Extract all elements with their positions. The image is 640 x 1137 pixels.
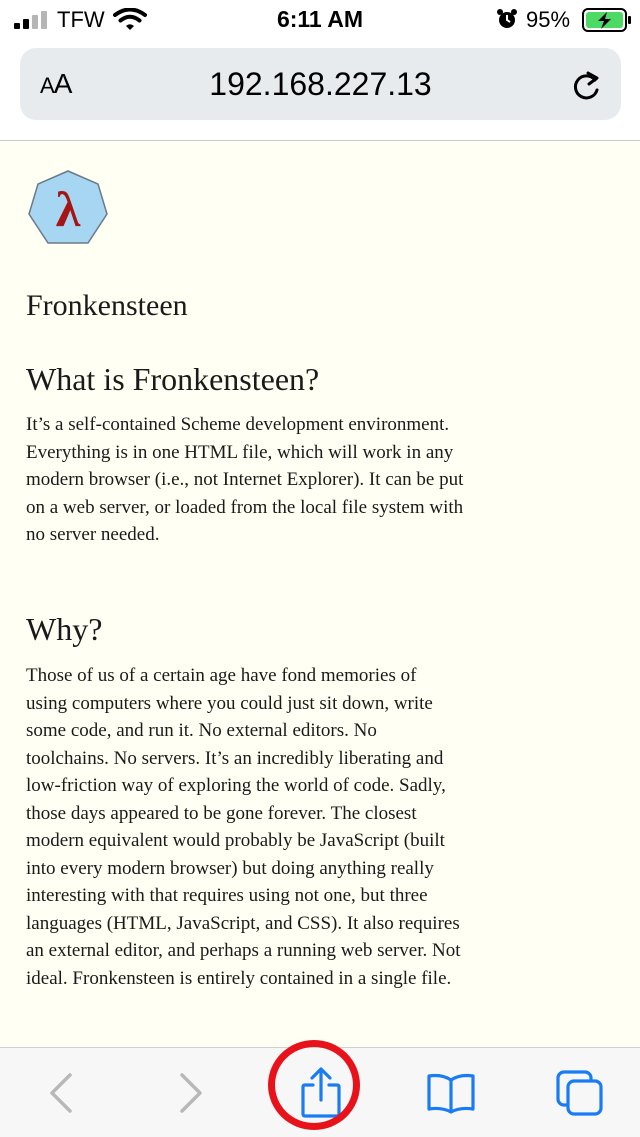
forward-button[interactable] [166, 1048, 216, 1137]
address-bar-area: AA 192.168.227.13 [0, 40, 640, 140]
back-button[interactable] [36, 1048, 86, 1137]
status-bar: TFW 6:11 AM 95% [0, 0, 640, 40]
reload-icon[interactable] [569, 68, 603, 104]
wifi-icon [113, 8, 147, 30]
divider [0, 140, 640, 141]
forward-icon [180, 1072, 202, 1113]
section-paragraph-why: Those of us of a certain age have fond m… [26, 665, 461, 989]
section-heading-why: Why? [26, 611, 103, 647]
text-size-button[interactable]: AA [40, 68, 72, 99]
share-highlight-circle [268, 1040, 360, 1130]
address-bar[interactable]: AA 192.168.227.13 [20, 48, 621, 120]
svg-text:λ: λ [56, 181, 81, 237]
bookmarks-icon [427, 1073, 475, 1114]
signal-icon [14, 11, 47, 29]
section-heading-what: What is Fronkensteen? [26, 361, 320, 397]
battery-percent: 95% [526, 7, 571, 32]
clock-time: 6:11 AM [276, 6, 364, 32]
carrier-name: TFW [57, 7, 105, 32]
bookmarks-button[interactable] [424, 1048, 478, 1137]
battery-charging-icon [582, 8, 631, 32]
section-paragraph-what: It’s a self-contained Scheme development… [26, 414, 464, 545]
alarm-icon [497, 9, 517, 28]
tabs-icon [556, 1069, 603, 1116]
tabs-button[interactable] [553, 1048, 607, 1137]
back-icon [50, 1072, 72, 1113]
web-page-content[interactable]: λ Fronkensteen What is Fronkensteen? It’… [0, 141, 640, 1047]
lambda-logo: λ [28, 170, 108, 244]
address-text[interactable]: 192.168.227.13 [209, 66, 432, 102]
site-title: Fronkensteen [26, 289, 188, 322]
